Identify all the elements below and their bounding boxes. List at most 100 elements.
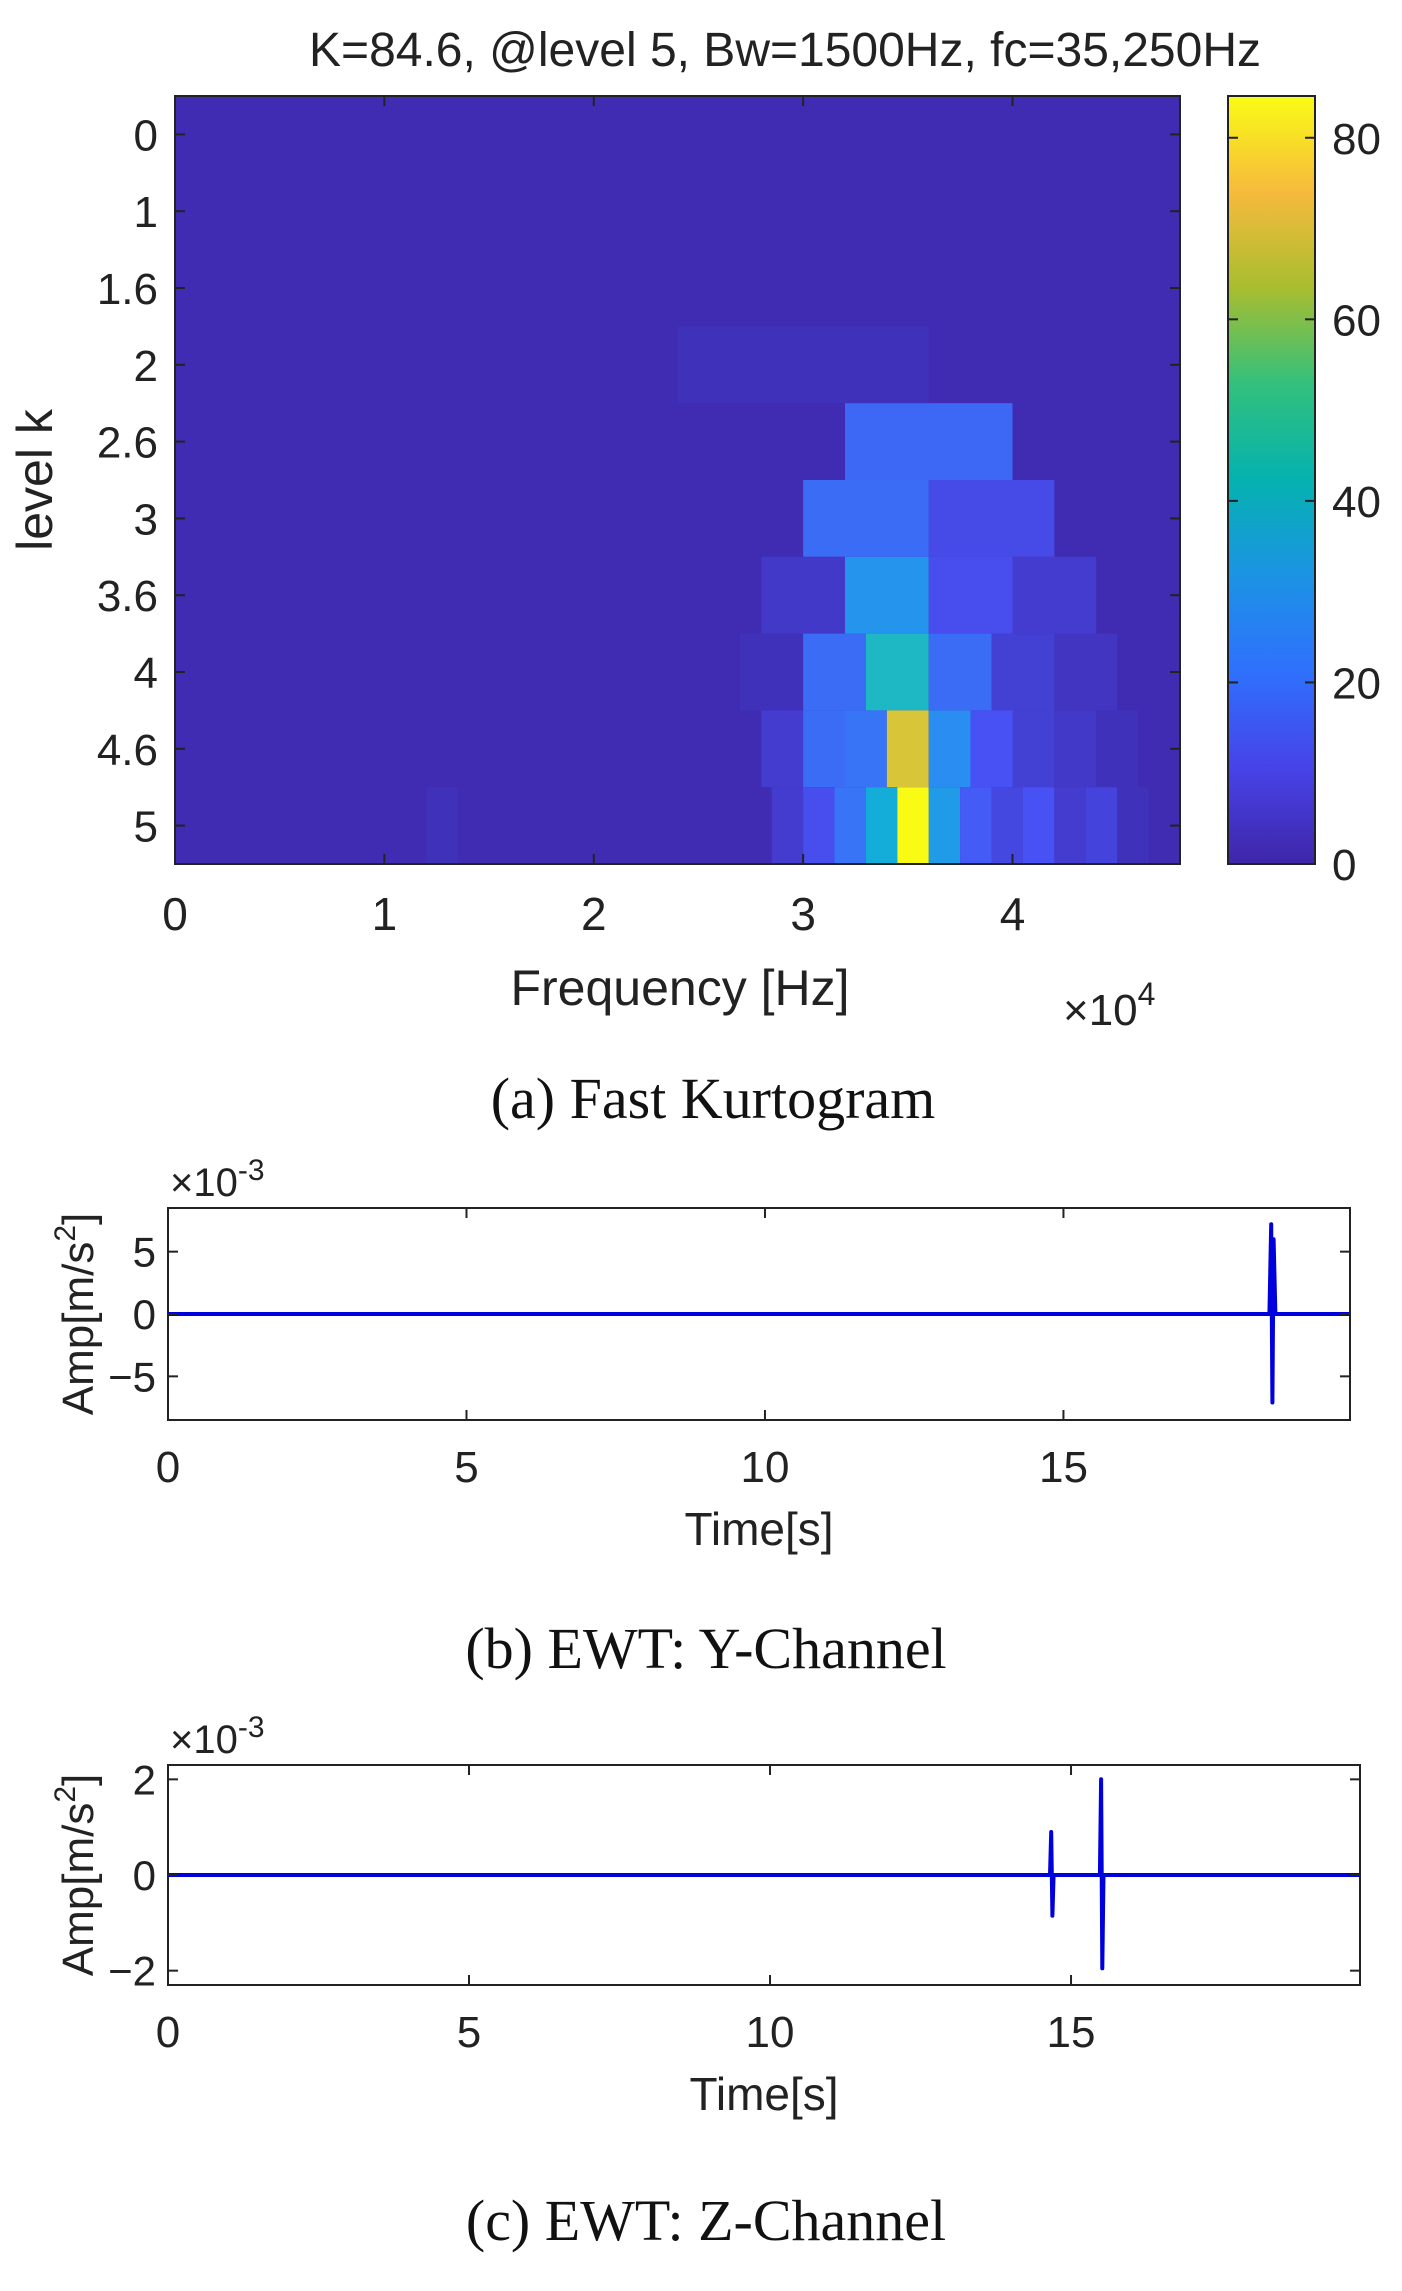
kurtogram-y-label: level k <box>7 408 63 551</box>
kurtogram-title: K=84.6, @level 5, Bw=1500Hz, fc=35,250Hz <box>309 24 1261 77</box>
x-tick-label: 15 <box>1039 1443 1088 1492</box>
y-axis-label-exponent: 2 <box>49 1786 82 1803</box>
kurtogram-cell <box>1096 710 1139 788</box>
y-tick-label: 3.6 <box>97 572 158 621</box>
x-tick-label: 4 <box>1000 888 1026 940</box>
y-axis-label-end: ] <box>54 1774 103 1786</box>
kurtogram-cell <box>677 326 929 404</box>
y-axis-label-end: ] <box>54 1213 103 1225</box>
kurtogram-cell <box>1054 787 1086 864</box>
signal-line <box>168 1777 1360 1971</box>
x-axis-label: Time[s] <box>689 2068 838 2120</box>
x-tick-label: 3 <box>790 888 816 940</box>
y-tick-label: −2 <box>108 1948 156 1995</box>
colorbar-tick-label: 40 <box>1332 478 1381 527</box>
kurtogram-plot-area <box>174 95 1181 865</box>
kurtogram-cell <box>845 556 929 634</box>
y-multiplier-exponent: -3 <box>238 1154 265 1187</box>
kurtogram-cell <box>1085 787 1118 864</box>
y-axis-label-text: Amp[m/s <box>54 1803 103 1977</box>
kurtogram-cell <box>834 787 866 864</box>
kurtogram-cell <box>845 710 887 788</box>
kurtogram-cell <box>991 787 1023 864</box>
colorbar <box>1227 95 1316 865</box>
kurtogram-x-multiplier: ×104 <box>1063 976 1155 1035</box>
y-tick-label: 5 <box>134 803 158 852</box>
kurtogram-cell <box>928 787 961 864</box>
kurtogram-cell <box>803 633 866 711</box>
colorbar-tick-label: 20 <box>1332 659 1381 708</box>
kurtogram-cell <box>761 710 804 788</box>
kurtogram-cell <box>928 633 992 711</box>
kurtogram-cell <box>897 787 929 864</box>
kurtogram-cell <box>928 480 1055 557</box>
colorbar-tick-label: 60 <box>1332 296 1381 345</box>
caption-b: (b) EWT: Y-Channel <box>465 1616 946 1681</box>
kurtogram-cell <box>740 633 804 711</box>
kurtogram-frame <box>174 95 1181 865</box>
kurtogram-cell <box>1054 633 1118 711</box>
kurtogram-cell <box>1022 787 1055 864</box>
y-multiplier: ×10-3 <box>170 1154 265 1205</box>
colorbar-tick-label: 0 <box>1332 841 1356 890</box>
kurtogram-panel: K=84.6, @level 5, Bw=1500Hz, fc=35,250Hz… <box>7 24 1381 1131</box>
x-tick-label: 5 <box>457 2008 481 2057</box>
colorbar-tick-label: 80 <box>1332 115 1381 164</box>
kurtogram-cell <box>991 633 1055 711</box>
kurtogram-cell <box>1054 710 1097 788</box>
y-multiplier-base: ×10 <box>170 1718 238 1762</box>
y-tick-label: 3 <box>134 495 158 544</box>
y-tick-label: 0 <box>133 1291 156 1338</box>
y-multiplier-base: ×10 <box>170 1161 238 1205</box>
kurtogram-cell <box>845 403 1013 480</box>
kurtogram-cell <box>960 787 992 864</box>
y-tick-label: −5 <box>108 1353 156 1400</box>
x-tick-label: 5 <box>454 1443 478 1492</box>
x-tick-label: 10 <box>740 1443 789 1492</box>
colorbar-ticks: 0 20 40 60 80 <box>1228 115 1381 890</box>
kurtogram-cell <box>803 787 835 864</box>
kurtogram-cell <box>970 710 1013 788</box>
y-tick-label: 1.6 <box>97 265 158 314</box>
y-axis-label-exponent: 2 <box>49 1225 82 1242</box>
y-tick-label: 0 <box>134 111 158 160</box>
kurtogram-y-ticks: 0 1 1.6 2 2.6 3 3.6 4 4.6 5 <box>97 111 1180 852</box>
x-tick-label: 0 <box>162 888 188 940</box>
kurtogram-cell <box>865 787 898 864</box>
y-multiplier-exponent: -3 <box>238 1711 265 1744</box>
kurtogram-cell <box>865 633 929 711</box>
y-tick-label: 2.6 <box>97 419 158 468</box>
y-axis-label: Amp[m/s2] <box>49 1213 103 1416</box>
y-axis-label-text: Amp[m/s <box>54 1242 103 1416</box>
x-tick-label: 0 <box>156 1443 180 1492</box>
x-tick-label: 1 <box>372 888 398 940</box>
kurtogram-cell <box>1012 556 1097 634</box>
kurtogram-cell <box>761 556 845 634</box>
caption-c: (c) EWT: Z-Channel <box>466 2188 946 2253</box>
y-axis-label: Amp[m/s2] <box>49 1774 103 1977</box>
x-tick-label: 2 <box>581 888 607 940</box>
y-tick-label: 2 <box>133 1756 156 1803</box>
kurtogram-x-label: Frequency [Hz] <box>510 960 849 1016</box>
x-tick-label: 15 <box>1047 2008 1096 2057</box>
caption-a: (a) Fast Kurtogram <box>491 1066 936 1131</box>
kurtogram-cell <box>771 787 804 864</box>
kurtogram-cell <box>803 710 845 788</box>
kurtogram-cell <box>426 787 458 864</box>
y-tick-label: 4 <box>134 649 158 698</box>
kurtogram-cell <box>803 480 929 557</box>
x-tick-label: 10 <box>746 2008 795 2057</box>
kurtogram-x-ticks: 0 1 2 3 4 <box>162 96 1025 940</box>
y-tick-label: 1 <box>134 188 158 237</box>
kurtogram-cell <box>928 556 1013 634</box>
y-tick-label: 2 <box>134 342 158 391</box>
kurtogram-cell <box>1012 710 1055 788</box>
kurtogram-cell <box>1117 787 1149 864</box>
y-multiplier: ×10-3 <box>170 1711 265 1762</box>
kurtogram-cell <box>928 710 971 788</box>
